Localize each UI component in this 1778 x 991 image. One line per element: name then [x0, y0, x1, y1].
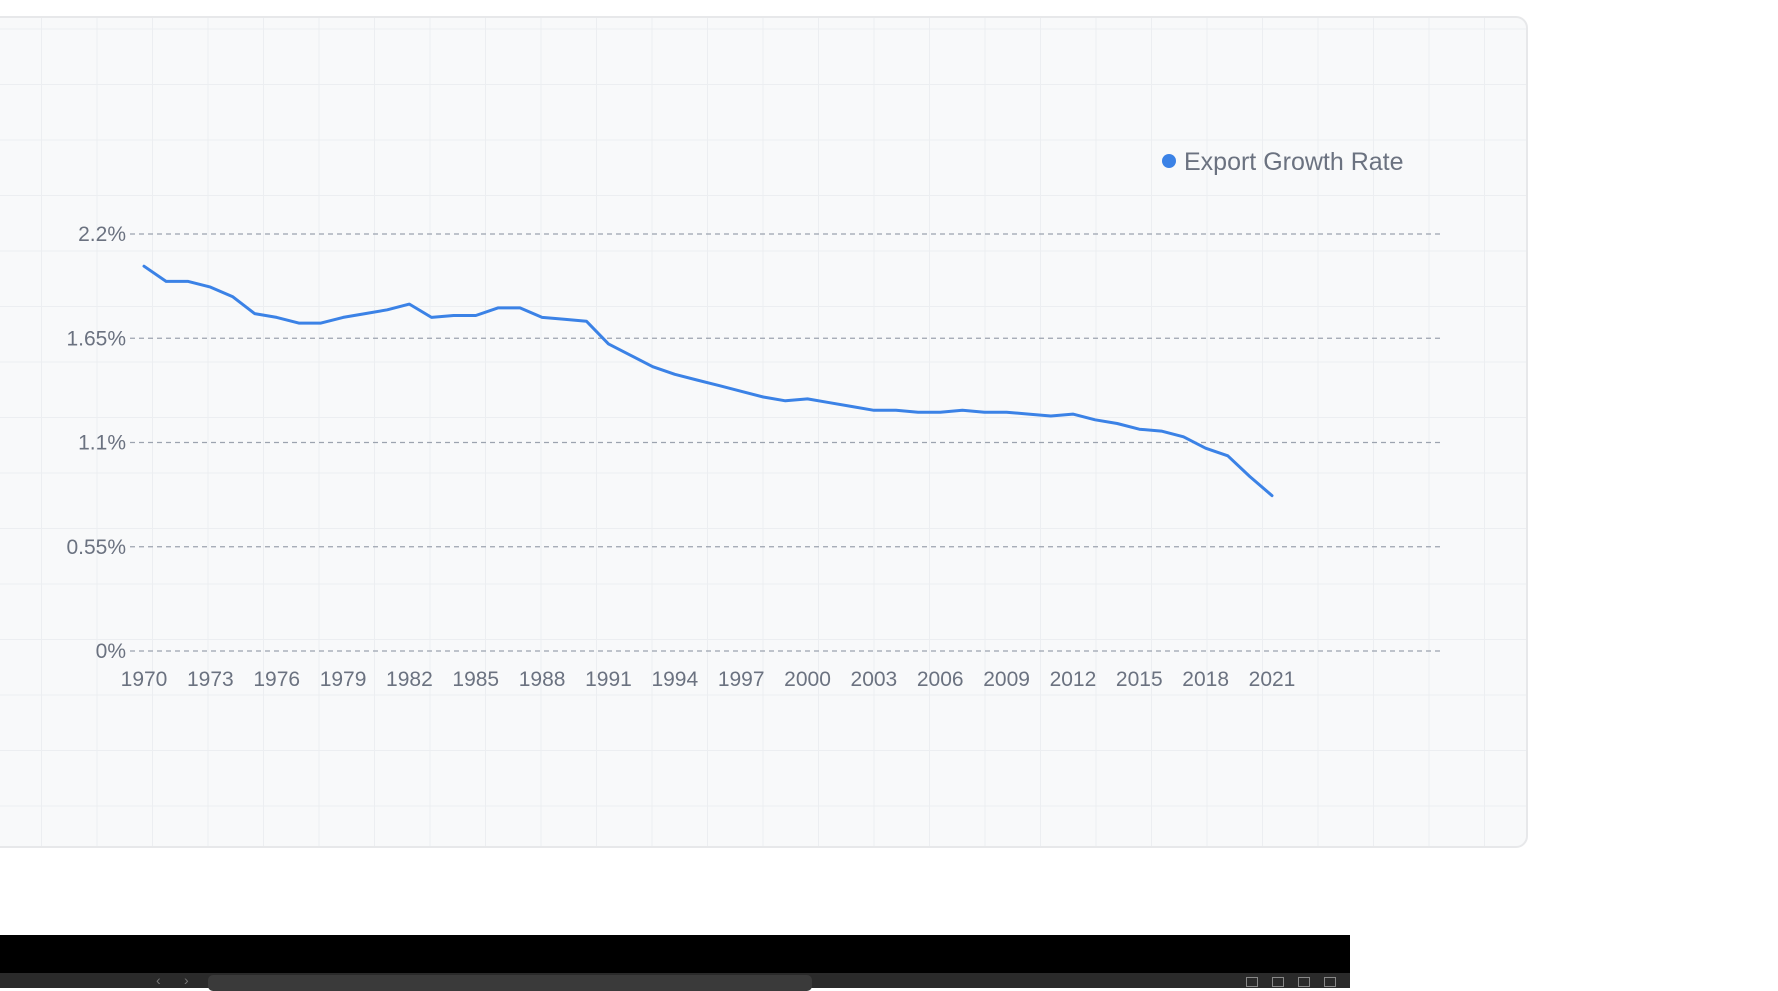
legend: Export Growth Rate	[1162, 148, 1404, 176]
window-icon[interactable]	[1298, 977, 1310, 987]
y-tick-label: 1.65%	[66, 327, 126, 350]
legend-marker	[1162, 154, 1176, 168]
taskbar: ‹ ›	[0, 935, 1350, 991]
x-tick-label: 1973	[187, 668, 234, 691]
x-tick-label: 1988	[519, 668, 566, 691]
y-tick-label: 0%	[96, 640, 126, 663]
y-tick-label: 1.1%	[78, 432, 126, 455]
x-tick-label: 1994	[651, 668, 698, 691]
series-line	[142, 264, 1274, 498]
x-tick-label: 1970	[121, 668, 168, 691]
back-arrow-icon[interactable]: ‹	[156, 972, 161, 988]
x-tick-label: 2015	[1116, 668, 1163, 691]
x-tick-label: 1997	[718, 668, 765, 691]
x-tick-label: 2012	[1050, 668, 1097, 691]
address-bar[interactable]	[208, 975, 812, 991]
x-tick-label: 2021	[1249, 668, 1296, 691]
tab-view-icon[interactable]	[1272, 977, 1284, 987]
y-gridlines	[130, 233, 1444, 652]
sidebar-icon[interactable]	[1246, 977, 1258, 987]
chart-card: 0% 0.55% 1.1% 1.65% 2.2% 1970 1973 1976 1979 198…	[0, 16, 1528, 848]
legend-label: Export Growth Rate	[1184, 148, 1404, 176]
background-grid	[0, 18, 1526, 846]
x-tick-label: 2006	[917, 668, 964, 691]
x-tick-label: 2003	[851, 668, 898, 691]
x-tick-label: 1991	[585, 668, 632, 691]
forward-arrow-icon[interactable]: ›	[184, 972, 189, 988]
x-tick-label: 1976	[253, 668, 300, 691]
series-group	[142, 264, 1274, 498]
x-tick-label: 1979	[320, 668, 367, 691]
grid-icon[interactable]	[1324, 977, 1336, 987]
x-axis-ticks: 1970 1973 1976 1979 1982 1985 1988 1991 1994 1997…	[121, 668, 1296, 691]
x-tick-label: 1982	[386, 668, 433, 691]
x-tick-label: 1985	[452, 668, 499, 691]
y-axis-ticks: 0% 0.55% 1.1% 1.65% 2.2%	[66, 223, 126, 663]
x-tick-label: 2018	[1182, 668, 1229, 691]
y-tick-label: 2.2%	[78, 223, 126, 246]
line-chart: 0% 0.55% 1.1% 1.65% 2.2% 1970 1973 1976 1979 198…	[0, 18, 1526, 846]
x-tick-label: 2009	[983, 668, 1030, 691]
y-tick-label: 0.55%	[66, 536, 126, 559]
x-tick-label: 2000	[784, 668, 831, 691]
browser-toolbar: ‹ ›	[0, 972, 1350, 991]
